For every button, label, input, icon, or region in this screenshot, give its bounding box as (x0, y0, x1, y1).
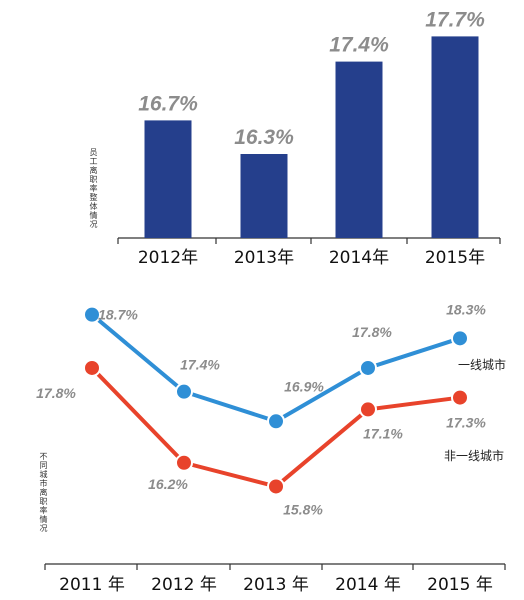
bar-category-label-0: 2012年 (138, 248, 198, 268)
line-other-value-label-1: 16.2% (148, 476, 188, 492)
bar-1 (240, 154, 288, 238)
bar-value-label-1: 16.3% (234, 126, 294, 149)
bar-category-label-2: 2014年 (329, 248, 389, 268)
line-tier1-point-2 (267, 412, 285, 431)
bar-category-label-3: 2015年 (425, 248, 485, 268)
series-name-tier1: 一线城市 (458, 357, 506, 372)
line-other-value-label-0: 17.8% (36, 385, 76, 401)
line-tier1-value-label-3: 17.8% (352, 324, 392, 340)
line-tier1-value-label-0: 18.7% (98, 307, 138, 323)
bar-chart-ylabel: 员工离职率整体情况 (89, 148, 98, 229)
line-tier1-value-label-1: 17.4% (180, 357, 220, 373)
line-category-label-4: 2015 年 (427, 575, 493, 595)
line-tier1-point-0 (83, 305, 101, 324)
line-other-point-3 (359, 400, 377, 419)
series-name-other: 非一线城市 (444, 448, 504, 463)
line-other-value-label-4: 17.3% (446, 415, 486, 431)
line-tier1-point-1 (175, 382, 193, 401)
line-tier1-value-label-2: 16.9% (284, 378, 324, 394)
line-other-point-4 (451, 388, 469, 407)
line-other-point-2 (267, 477, 285, 496)
line-other-value-label-3: 17.1% (363, 425, 403, 441)
line-other-value-label-2: 15.8% (283, 501, 323, 517)
bar-value-label-0: 16.7% (138, 92, 198, 115)
bar-3 (431, 36, 479, 239)
line-category-label-1: 2012 年 (151, 575, 217, 595)
bar-value-label-2: 17.4% (329, 34, 389, 57)
line-category-label-0: 2011 年 (59, 575, 125, 595)
line-tier1-point-4 (451, 329, 469, 348)
bar-category-label-1: 2013年 (234, 248, 294, 268)
line-category-label-3: 2014 年 (335, 575, 401, 595)
bar-0 (144, 120, 192, 238)
line-tier1-point-3 (359, 358, 377, 377)
bar-2 (335, 61, 383, 238)
line-tier1-value-label-4: 18.3% (446, 301, 486, 317)
line-other-point-1 (175, 453, 193, 472)
bar-value-label-3: 17.7% (425, 8, 485, 31)
line-category-label-2: 2013 年 (243, 575, 309, 595)
line-other-point-0 (83, 358, 101, 377)
line-chart-ylabel: 不同城市离职率情况 (39, 452, 48, 533)
